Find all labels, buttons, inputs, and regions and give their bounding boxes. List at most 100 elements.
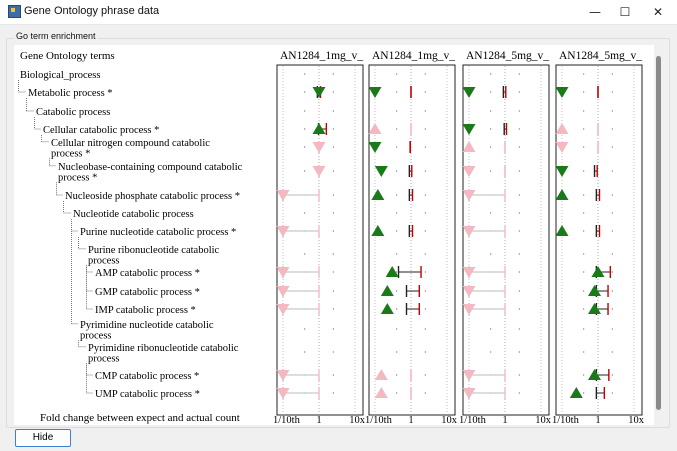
up-triangle-marker xyxy=(588,369,602,380)
up-triangle-marker xyxy=(380,303,394,314)
up-triangle-marker xyxy=(555,189,569,200)
column-frame xyxy=(276,64,364,416)
row-dot xyxy=(396,328,398,330)
tick-label: 1 xyxy=(502,415,507,425)
down-triangle-marker xyxy=(462,370,476,381)
row-dot xyxy=(332,212,334,214)
down-triangle-marker xyxy=(276,267,290,278)
close-icon[interactable]: ✕ xyxy=(652,5,664,19)
row-dot xyxy=(583,73,585,75)
row-dot xyxy=(611,392,613,394)
up-triangle-marker xyxy=(368,123,382,134)
title-bar: Gene Ontology phrase data — ☐ ✕ xyxy=(0,0,677,25)
row-dot xyxy=(611,212,613,214)
row-dot xyxy=(490,73,492,75)
row-dot xyxy=(490,212,492,214)
row-dot xyxy=(518,328,520,330)
down-triangle-marker xyxy=(462,286,476,297)
row-dot xyxy=(518,308,520,310)
row-dot xyxy=(518,230,520,232)
row-dot xyxy=(583,253,585,255)
enrichment-chart: Gene Ontology terms Biological_process Met… xyxy=(18,50,645,426)
row-dot xyxy=(518,110,520,112)
row-dot xyxy=(424,146,426,148)
row-dot xyxy=(518,73,520,75)
down-triangle-marker xyxy=(276,388,290,399)
row-dot xyxy=(611,253,613,255)
tick-label: 1/10th xyxy=(273,415,301,425)
row-dot xyxy=(332,230,334,232)
row-dot xyxy=(304,110,306,112)
row-dot xyxy=(304,328,306,330)
up-triangle-marker xyxy=(312,123,326,134)
down-triangle-marker xyxy=(276,190,290,201)
row-dot xyxy=(304,253,306,255)
tick-label: 10x xyxy=(628,415,645,425)
row-dot xyxy=(304,91,306,93)
down-triangle-marker xyxy=(462,226,476,237)
row-dot xyxy=(332,146,334,148)
row-dot xyxy=(396,392,398,394)
row-dot xyxy=(304,146,306,148)
minimize-icon[interactable]: — xyxy=(589,5,601,19)
row-dot xyxy=(424,170,426,172)
row-dot xyxy=(424,230,426,232)
row-dot xyxy=(518,290,520,292)
tick-label: 1/10th xyxy=(552,415,580,425)
row-dot xyxy=(396,271,398,273)
row-dot xyxy=(583,170,585,172)
row-dot xyxy=(396,146,398,148)
fold-change-column: AN1284_1mg_v_ 1/10th 1 10x xyxy=(273,50,366,426)
maximize-icon[interactable]: ☐ xyxy=(619,5,631,19)
row-dot xyxy=(490,110,492,112)
down-triangle-marker xyxy=(368,87,382,98)
app-icon xyxy=(8,5,21,18)
go-enrichment-group xyxy=(6,38,670,428)
term-label: Catabolic process xyxy=(36,107,110,118)
row-dot xyxy=(490,351,492,353)
row-dot xyxy=(583,308,585,310)
down-triangle-marker xyxy=(368,142,382,153)
hide-button[interactable]: Hide xyxy=(15,429,71,447)
term-label: Cellular nitrogen compound catabolic xyxy=(51,138,210,149)
term-label: process xyxy=(88,353,120,364)
tick-label: 10x xyxy=(441,415,458,425)
row-dot xyxy=(518,351,520,353)
term-label: Metabolic process * xyxy=(28,88,113,99)
row-dot xyxy=(611,230,613,232)
term-label: Pyrimidine ribonucleotide catabolic xyxy=(88,343,239,354)
row-dot xyxy=(583,392,585,394)
row-dot xyxy=(424,328,426,330)
down-triangle-marker xyxy=(276,370,290,381)
fold-change-column: AN1284_5mg_v_ 1/10th 1 10x xyxy=(552,50,645,426)
up-triangle-marker xyxy=(462,141,476,152)
row-dot xyxy=(583,110,585,112)
row-dot xyxy=(583,128,585,130)
row-dot xyxy=(611,328,613,330)
down-triangle-marker xyxy=(555,166,569,177)
row-dot xyxy=(332,351,334,353)
row-dot xyxy=(490,253,492,255)
up-triangle-marker xyxy=(555,225,569,236)
row-dot xyxy=(583,328,585,330)
row-dot xyxy=(490,170,492,172)
row-dot xyxy=(611,110,613,112)
row-dot xyxy=(332,73,334,75)
row-dot xyxy=(332,170,334,172)
vertical-scrollbar[interactable] xyxy=(656,56,661,410)
down-triangle-marker xyxy=(312,87,326,98)
row-dot xyxy=(518,212,520,214)
up-triangle-marker xyxy=(374,369,388,380)
term-label: Biological_process xyxy=(20,70,100,81)
row-dot xyxy=(611,146,613,148)
term-label: UMP catabolic process * xyxy=(95,389,200,400)
column-label: AN1284_1mg_v_ xyxy=(372,50,455,62)
row-dot xyxy=(611,73,613,75)
down-triangle-marker xyxy=(462,166,476,177)
up-triangle-marker xyxy=(555,123,569,134)
down-triangle-marker xyxy=(462,267,476,278)
row-dot xyxy=(304,128,306,130)
row-dot xyxy=(304,351,306,353)
row-dot xyxy=(424,392,426,394)
down-triangle-marker xyxy=(462,388,476,399)
